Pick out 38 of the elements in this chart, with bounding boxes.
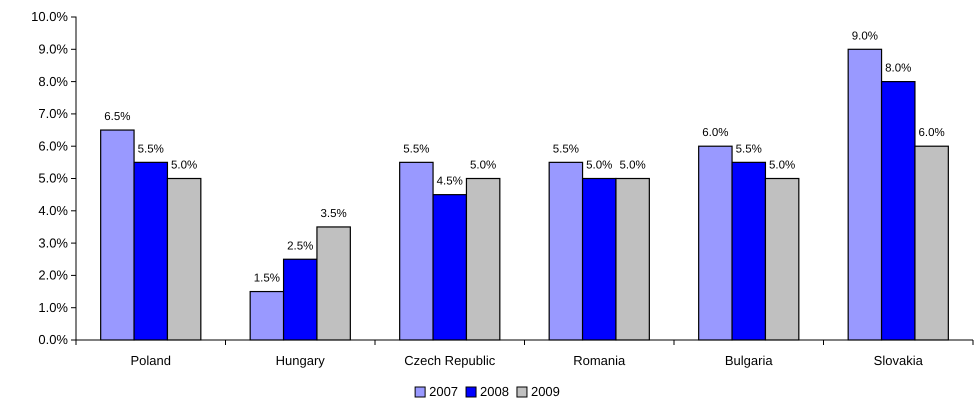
data-label: 4.5% (436, 176, 463, 188)
data-label: 1.5% (254, 272, 280, 285)
y-tick-label: 2.0% (38, 268, 68, 283)
y-tick-label: 10.0% (31, 9, 68, 24)
data-label: 9.0% (852, 30, 878, 42)
data-label: 6.5% (104, 111, 130, 124)
y-tick-label: 3.0% (38, 235, 68, 250)
data-label: 5.5% (138, 143, 164, 156)
y-tick-label: 4.0% (38, 202, 68, 218)
y-tick-label: 6.0% (38, 138, 68, 154)
y-tick-label: 5.0% (38, 170, 68, 186)
legend-label: 2007 (429, 384, 458, 399)
x-tick-label: Slovakia (874, 353, 924, 368)
data-label: 5.0% (171, 160, 198, 172)
data-label: 5.0% (620, 160, 646, 172)
data-label: 3.5% (320, 208, 347, 220)
y-tick-label: 8.0% (38, 74, 68, 89)
data-label: 6.0% (702, 127, 728, 140)
x-tick-label: Poland (130, 353, 171, 368)
data-label: 5.5% (736, 143, 762, 156)
data-label: 5.5% (403, 143, 430, 156)
data-label: 6.0% (918, 127, 945, 140)
data-label: 2.5% (287, 240, 314, 252)
y-tick-label: 9.0% (38, 41, 68, 56)
x-tick-label: Bulgaria (724, 353, 774, 368)
x-tick-label: Hungary (276, 353, 326, 368)
data-label: 5.0% (586, 160, 612, 172)
y-tick-label: 1.0% (38, 300, 68, 315)
x-tick-label: Romania (573, 353, 626, 368)
legend-label: 2009 (530, 384, 560, 399)
data-label: 5.0% (470, 160, 496, 172)
data-label: 8.0% (885, 62, 912, 75)
data-label: 5.0% (769, 160, 796, 172)
y-tick-label: 0.0% (38, 332, 68, 348)
x-tick-label: Czech Republic (404, 353, 496, 368)
data-label: 5.5% (552, 143, 579, 156)
y-tick-label: 7.0% (38, 106, 68, 122)
legend-label: 2008 (480, 384, 509, 399)
